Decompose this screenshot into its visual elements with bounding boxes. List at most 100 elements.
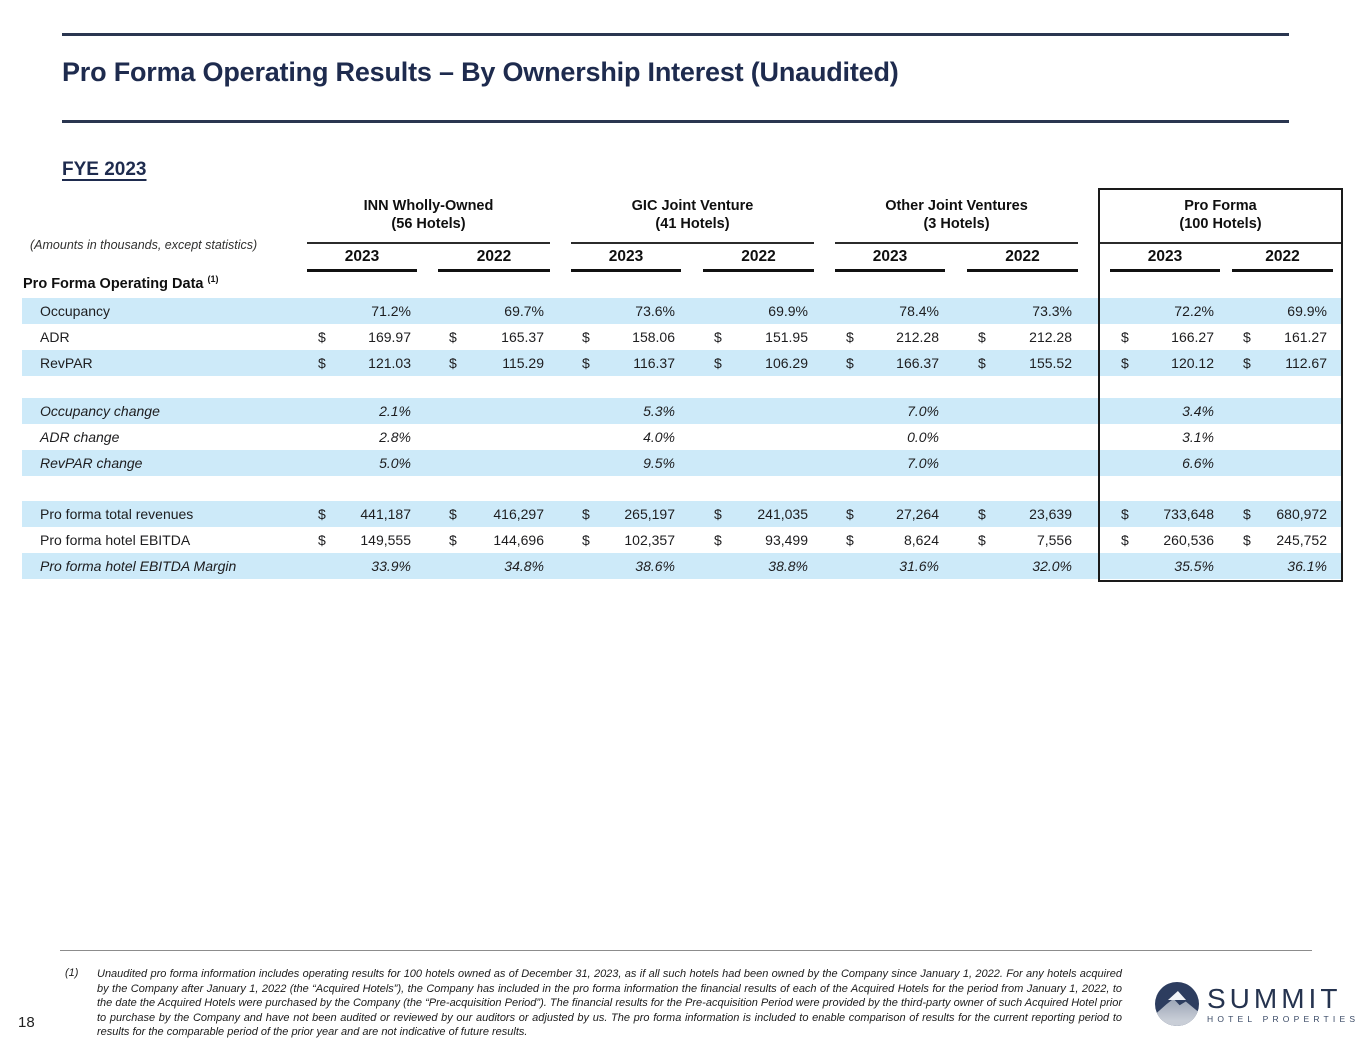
table-cell: $265,197	[571, 501, 681, 527]
dollar-sign: $	[582, 506, 590, 522]
table-cell: $416,297	[438, 501, 550, 527]
column-group-inn: INN Wholly-Owned (56 Hotels)	[307, 197, 550, 233]
footnote-marker: (1)	[65, 967, 79, 979]
table-cell: 33.9%	[307, 553, 417, 579]
cell-value: 72.2%	[1174, 303, 1214, 319]
dollar-sign: $	[846, 532, 854, 548]
table-cell: 73.3%	[967, 298, 1078, 324]
table-cell: $169.97	[307, 324, 417, 350]
row-label: RevPAR change	[40, 455, 143, 471]
cell-value: 102,357	[624, 532, 675, 548]
cell-value: 69.7%	[504, 303, 544, 319]
table-cell: 31.6%	[835, 553, 945, 579]
dollar-sign: $	[1243, 329, 1251, 345]
cell-value: 151.95	[765, 329, 808, 345]
logo-tagline: HOTEL PROPERTIES	[1207, 1013, 1360, 1024]
title-rule-bottom	[62, 120, 1289, 123]
table-cell: 6.6%	[1110, 450, 1220, 476]
cell-value: 9.5%	[643, 455, 675, 471]
summit-logo: SUMMIT HOTEL PROPERTIES	[1155, 982, 1359, 1026]
dollar-sign: $	[846, 329, 854, 345]
table-row: RevPAR change 5.0% 9.5% 7.0% 6.6%	[22, 450, 1343, 476]
table-cell: $93,499	[703, 527, 814, 553]
cell-value: 120.12	[1171, 355, 1214, 371]
dollar-sign: $	[846, 355, 854, 371]
table-rows: Occupancy 71.2% 69.7% 73.6% 69.9% 78.4% 73.3% 7…	[22, 298, 1343, 579]
cell-value: 733,648	[1163, 506, 1214, 522]
table-cell: $120.12	[1110, 350, 1220, 376]
dollar-sign: $	[978, 329, 986, 345]
cell-value: 155.52	[1029, 355, 1072, 371]
table-cell: $212.28	[967, 324, 1078, 350]
cell-value: 241,035	[757, 506, 808, 522]
cell-value: 166.27	[1171, 329, 1214, 345]
dollar-sign: $	[582, 355, 590, 371]
table-cell: $165.37	[438, 324, 550, 350]
column-group-subtitle: (41 Hotels)	[655, 216, 730, 232]
cell-value: 212.28	[1029, 329, 1072, 345]
year-header: 2022	[476, 248, 512, 265]
cell-value: 69.9%	[768, 303, 808, 319]
table-cell: $27,264	[835, 501, 945, 527]
title-rule-top	[62, 33, 1289, 36]
cell-value: 71.2%	[371, 303, 411, 319]
mountain-shape	[1155, 998, 1199, 1026]
dollar-sign: $	[582, 329, 590, 345]
table-cell: 4.0%	[571, 424, 681, 450]
column-group-name: Other Joint Ventures	[885, 198, 1028, 214]
table-cell: $260,536	[1110, 527, 1220, 553]
cell-value: 31.6%	[899, 558, 939, 574]
year-underline	[307, 269, 417, 272]
year-header: 2022	[1265, 248, 1300, 265]
column-group-subtitle: (56 Hotels)	[391, 216, 466, 232]
cell-value: 112.67	[1285, 355, 1327, 371]
cell-value: 416,297	[493, 506, 544, 522]
row-label: Pro forma hotel EBITDA	[40, 532, 191, 548]
cell-value: 158.06	[632, 329, 675, 345]
dollar-sign: $	[318, 532, 326, 548]
cell-value: 2.8%	[379, 429, 411, 445]
table-row: ADR change 2.8% 4.0% 0.0% 3.1%	[22, 424, 1343, 450]
group-underline	[1098, 242, 1343, 244]
table-cell: $106.29	[703, 350, 814, 376]
cell-value: 38.6%	[635, 558, 675, 574]
table-cell: 9.5%	[571, 450, 681, 476]
cell-value: 115.29	[502, 355, 544, 371]
table-cell: 78.4%	[835, 298, 945, 324]
dollar-sign: $	[1121, 506, 1129, 522]
cell-value: 36.1%	[1287, 558, 1327, 574]
row-label: RevPAR	[40, 355, 93, 371]
dollar-sign: $	[978, 355, 986, 371]
column-group-other-jv: Other Joint Ventures (3 Hotels)	[835, 197, 1078, 233]
year-underline	[835, 269, 945, 272]
logo-name: SUMMIT	[1207, 982, 1342, 1014]
column-group-name: INN Wholly-Owned	[363, 198, 494, 214]
table-cell: $245,752	[1232, 527, 1333, 553]
table-row: ADR $169.97 $165.37 $158.06 $151.95 $212.28 $2…	[22, 324, 1343, 350]
table-cell: $121.03	[307, 350, 417, 376]
group-underline	[307, 242, 550, 244]
dollar-sign: $	[318, 329, 326, 345]
cell-value: 7.0%	[907, 403, 939, 419]
table-cell: 3.1%	[1110, 424, 1220, 450]
cell-value: 93,499	[765, 532, 808, 548]
cell-value: 441,187	[360, 506, 411, 522]
footnote-rule	[60, 950, 1312, 951]
table-cell: $166.37	[835, 350, 945, 376]
table-cell: $102,357	[571, 527, 681, 553]
cell-value: 38.8%	[768, 558, 808, 574]
operating-results-table: (Amounts in thousands, except statistics…	[22, 188, 1343, 583]
table-cell: $441,187	[307, 501, 417, 527]
dollar-sign: $	[449, 532, 457, 548]
table-cell: $158.06	[571, 324, 681, 350]
table-row: Pro forma hotel EBITDA $149,555 $144,696 $1…	[22, 527, 1343, 553]
table-cell: 69.9%	[703, 298, 814, 324]
column-group-pro-forma: Pro Forma (100 Hotels)	[1098, 197, 1343, 233]
dollar-sign: $	[449, 506, 457, 522]
table-cell: $23,639	[967, 501, 1078, 527]
dollar-sign: $	[1121, 532, 1129, 548]
footnote-text: Unaudited pro forma information includes…	[97, 968, 1122, 1039]
cell-value: 165.37	[501, 329, 544, 345]
cell-value: 5.3%	[643, 403, 675, 419]
dollar-sign: $	[714, 329, 722, 345]
